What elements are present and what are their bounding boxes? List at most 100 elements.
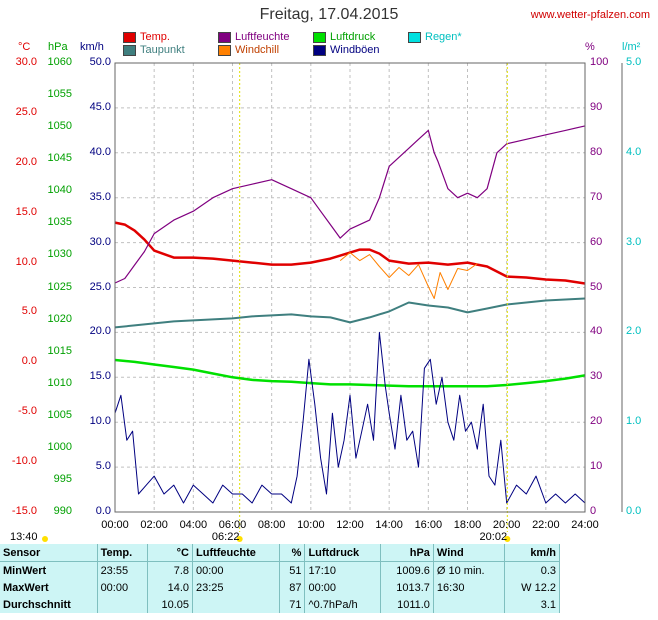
humidity-tick: 80 <box>590 145 603 158</box>
pressure-tick: 1030 <box>47 248 72 261</box>
humidity-tick: 50 <box>590 280 603 293</box>
legend-swatch <box>218 44 231 56</box>
plot-frame <box>114 62 586 513</box>
sunrise-time: 06:22 <box>211 531 240 543</box>
rain-tick: 5.0 <box>626 56 642 68</box>
chart-series <box>42 63 586 542</box>
legend-dewpoint: Taupunkt <box>123 44 185 56</box>
pressure-tick: 1020 <box>47 312 72 325</box>
time-tick: 00:00 <box>101 519 129 531</box>
pressure-tick: 1060 <box>47 56 72 68</box>
humidity-tick: 60 <box>590 235 603 248</box>
stats-header: Luftfeuchte <box>192 544 281 562</box>
sunrise-sun-icon <box>236 536 243 542</box>
stats-header: Sensor <box>0 544 98 562</box>
legend-swatch <box>313 31 326 43</box>
stats-header: Temp. <box>97 544 148 562</box>
pressure-tick: 1045 <box>47 152 72 165</box>
stats-cell <box>97 596 148 613</box>
wind-tick: 40.0 <box>89 145 111 158</box>
stats-header: km/h <box>504 544 560 562</box>
stats-cell: 1009.6 <box>380 561 434 579</box>
temp-tick: 15.0 <box>15 205 37 218</box>
pressure-tick: 1040 <box>47 184 72 197</box>
stats-cell: 23:55 <box>97 561 148 579</box>
wind-tick: 0.0 <box>95 505 111 517</box>
stats-cell: 71 <box>279 596 306 613</box>
pressure-tick: 1010 <box>47 376 72 389</box>
stats-header: °C <box>147 544 194 562</box>
stats-cell: W 12.2 <box>504 579 560 596</box>
wind-tick: 45.0 <box>89 100 111 113</box>
humidity-tick: 70 <box>590 190 603 203</box>
humidity-tick: 40 <box>590 325 603 338</box>
temp-tick: 20.0 <box>15 155 37 168</box>
wind-tick: 25.0 <box>89 280 111 293</box>
wind-tick: 5.0 <box>95 460 111 473</box>
table-blank-area <box>560 544 658 620</box>
stats-cell: Ø 10 min. <box>433 561 506 579</box>
time-tick: 04:00 <box>179 519 208 531</box>
rain-tick: 4.0 <box>626 145 642 158</box>
rain-tick: 3.0 <box>626 235 642 248</box>
unit-temp: °C <box>18 41 31 53</box>
legend-humidity: Luftfeuchte <box>218 31 289 43</box>
time-tick: 14:00 <box>375 519 403 531</box>
pressure-tick: 1015 <box>47 344 72 357</box>
stats-cell: 16:30 <box>433 579 506 596</box>
stats-cell: 00:00 <box>192 561 281 579</box>
stats-cell: 1013.7 <box>380 579 434 596</box>
current-time: 13:40 <box>10 531 38 543</box>
wind-tick: 35.0 <box>89 190 111 203</box>
time-tick: 18:00 <box>453 519 482 531</box>
stats-table: Sensor Temp. °C Luftfeuchte % Luftdruck … <box>0 544 560 613</box>
site-link[interactable]: www.wetter-pfalzen.com <box>530 9 650 21</box>
legend-swatch <box>123 44 136 56</box>
unit-wind: km/h <box>80 41 104 53</box>
series-line-0 <box>114 221 586 285</box>
wind-tick: 20.0 <box>89 325 111 338</box>
stats-cell: ^0.7hPa/h <box>304 596 381 613</box>
stats-cell: 3.1 <box>504 596 560 613</box>
humidity-tick: 20 <box>590 415 603 428</box>
pressure-tick: 1055 <box>47 88 72 101</box>
stats-cell: MaxWert <box>0 579 98 596</box>
stats-row-avg: Durchschnitt 10.05 71 ^0.7hPa/h 1011.0 3… <box>0 596 560 613</box>
series-line-3 <box>339 252 478 299</box>
temp-tick: 5.0 <box>21 305 37 318</box>
pressure-tick: 1025 <box>47 280 72 293</box>
chart-grid <box>114 62 623 513</box>
current-sun-icon <box>42 536 48 542</box>
legend-swatch <box>218 31 231 43</box>
humidity-tick: 30 <box>590 370 603 383</box>
rain-tick: 1.0 <box>626 415 642 428</box>
time-tick: 22:00 <box>532 519 560 531</box>
stats-header: Wind <box>433 544 506 562</box>
stats-cell: 87 <box>279 579 306 596</box>
temp-tick: 10.0 <box>15 255 37 268</box>
time-tick: 06:00 <box>218 519 247 531</box>
weather-chart <box>42 62 623 542</box>
stats-cell: 0.3 <box>504 561 560 579</box>
stats-cell <box>192 596 281 613</box>
stats-cell <box>433 596 506 613</box>
sunset-time: 20:02 <box>479 531 508 543</box>
temp-tick: -10.0 <box>11 455 37 468</box>
stats-header: hPa <box>380 544 434 562</box>
unit-humidity: % <box>585 41 595 53</box>
series-line-1 <box>114 297 586 329</box>
series-line-4 <box>114 358 586 388</box>
legend-temp: Temp. <box>123 31 170 43</box>
pressure-tick: 1050 <box>47 120 72 133</box>
temp-tick: -5.0 <box>18 405 37 418</box>
temp-tick: 25.0 <box>15 105 37 118</box>
stats-header: Luftdruck <box>304 544 381 562</box>
time-tick: 02:00 <box>140 519 168 531</box>
pressure-tick: 1035 <box>47 216 72 229</box>
unit-rain: l/m² <box>622 41 641 53</box>
rain-tick: 2.0 <box>626 325 642 338</box>
legend-windchill: Windchill <box>218 44 279 56</box>
series-line-5 <box>114 331 586 504</box>
stats-cell: 17:10 <box>304 561 381 579</box>
time-tick: 08:00 <box>257 519 286 531</box>
